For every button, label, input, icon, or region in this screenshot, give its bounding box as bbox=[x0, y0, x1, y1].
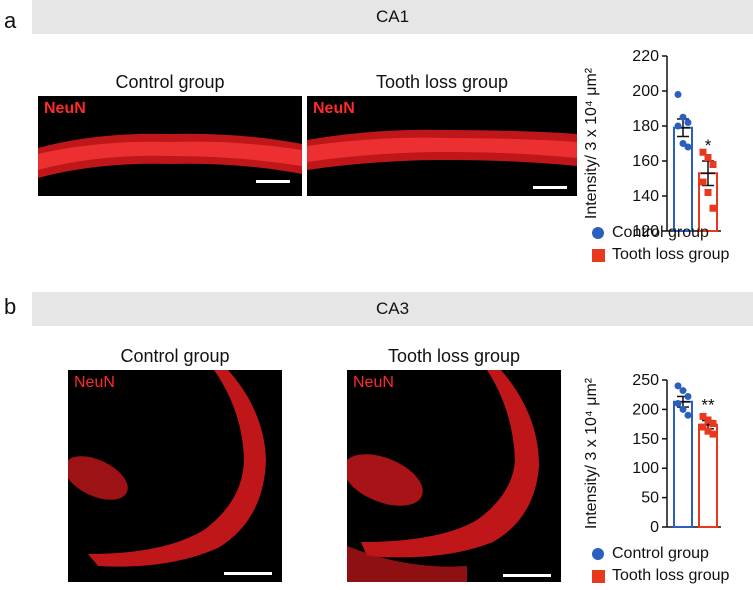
data-point bbox=[699, 148, 707, 156]
data-point bbox=[674, 400, 682, 408]
y-tick-label: 120 bbox=[632, 223, 659, 240]
data-point bbox=[674, 382, 682, 390]
data-point bbox=[704, 427, 712, 435]
data-point bbox=[709, 420, 717, 428]
region-label: CA3 bbox=[375, 299, 410, 318]
image-title-tooth-loss: Tooth loss group bbox=[375, 72, 509, 92]
y-axis-label: Intensity/ 3 x 10⁴ μm² bbox=[583, 67, 600, 219]
data-point bbox=[709, 204, 717, 212]
micrograph-ca3-tooth-loss: NeuN bbox=[347, 370, 561, 582]
square-marker-icon bbox=[592, 569, 605, 583]
scale-bar bbox=[503, 574, 551, 577]
y-tick-label: 200 bbox=[632, 401, 659, 418]
data-point bbox=[709, 430, 717, 438]
image-title-control: Control group bbox=[120, 346, 230, 366]
region-banner-ca3: CA3 bbox=[32, 292, 753, 326]
micrograph-ca1-control: NeuN bbox=[38, 96, 302, 196]
scale-bar bbox=[256, 180, 290, 183]
y-axis-label: Intensity/ 3 x 10⁴ μm² bbox=[583, 377, 600, 529]
legend-label: Control group bbox=[612, 224, 709, 241]
bar-chart-ca3: Intensity/ 3 x 10⁴ μm² 0 50 100 150 200 250 ** bbox=[583, 372, 721, 536]
y-tick-label: 220 bbox=[632, 48, 659, 65]
y-tick-label: 140 bbox=[632, 188, 659, 205]
data-point bbox=[699, 178, 707, 186]
square-marker-icon bbox=[592, 248, 605, 262]
legend-label: Tooth loss group bbox=[612, 567, 730, 584]
bar-chart-ca1: Intensity/ 3 x 10⁴ μm² 120 140 160 180 200 220… bbox=[583, 48, 721, 240]
circle-marker-icon bbox=[592, 227, 604, 239]
data-point bbox=[674, 91, 682, 98]
y-tick-label: 50 bbox=[641, 490, 659, 507]
data-point bbox=[679, 113, 687, 121]
y-tick-label: 180 bbox=[632, 118, 659, 135]
legend-label: Control group bbox=[612, 545, 709, 562]
data-point bbox=[699, 423, 707, 431]
data-point bbox=[679, 405, 687, 413]
stain-label: NeuN bbox=[44, 100, 86, 117]
data-point bbox=[704, 189, 712, 196]
y-tick-label: 0 bbox=[650, 519, 659, 536]
data-point bbox=[684, 143, 692, 151]
legend-item-tooth-loss: Tooth loss group bbox=[590, 244, 729, 266]
data-point bbox=[684, 392, 692, 400]
stain-label: NeuN bbox=[74, 374, 115, 391]
y-tick-label: 100 bbox=[632, 460, 659, 477]
image-title-tooth-loss: Tooth loss group bbox=[387, 346, 521, 366]
bar bbox=[673, 400, 693, 529]
data-point bbox=[704, 154, 712, 161]
y-tick-label: 250 bbox=[632, 372, 659, 389]
y-tick-label: 160 bbox=[632, 153, 659, 170]
legend-item-control: Control group bbox=[590, 222, 729, 244]
bar bbox=[698, 423, 718, 528]
significance-marker: * bbox=[705, 136, 712, 155]
data-point bbox=[679, 387, 687, 395]
data-point bbox=[699, 412, 707, 420]
data-point bbox=[684, 119, 692, 126]
circle-marker-icon bbox=[592, 548, 604, 560]
scale-bar bbox=[533, 186, 567, 189]
panel-letter-a: a bbox=[4, 8, 17, 33]
y-tick-label: 150 bbox=[632, 431, 659, 448]
legend-item-tooth-loss: Tooth loss group bbox=[590, 565, 729, 587]
stain-label: NeuN bbox=[353, 374, 394, 391]
region-banner-ca1: CA1 bbox=[32, 0, 753, 34]
y-tick-label: 200 bbox=[632, 83, 659, 100]
panel-letter-b: b bbox=[4, 294, 17, 319]
data-point bbox=[674, 122, 682, 130]
micrograph-ca3-control: NeuN bbox=[68, 370, 282, 582]
micrograph-ca1-tooth-loss: NeuN bbox=[307, 96, 577, 196]
data-point bbox=[684, 411, 692, 419]
data-point bbox=[704, 416, 712, 424]
data-point bbox=[709, 161, 717, 168]
legend-label: Tooth loss group bbox=[612, 246, 730, 263]
scale-bar bbox=[224, 572, 272, 575]
region-label: CA1 bbox=[375, 7, 410, 26]
significance-marker: ** bbox=[701, 396, 715, 415]
stain-label: NeuN bbox=[313, 100, 355, 117]
data-point bbox=[679, 140, 687, 147]
legend-ca3: Control group Tooth loss group bbox=[590, 543, 729, 587]
image-title-control: Control group bbox=[115, 72, 225, 92]
legend-ca1: Control group Tooth loss group bbox=[590, 222, 729, 266]
legend-item-control: Control group bbox=[590, 543, 729, 565]
